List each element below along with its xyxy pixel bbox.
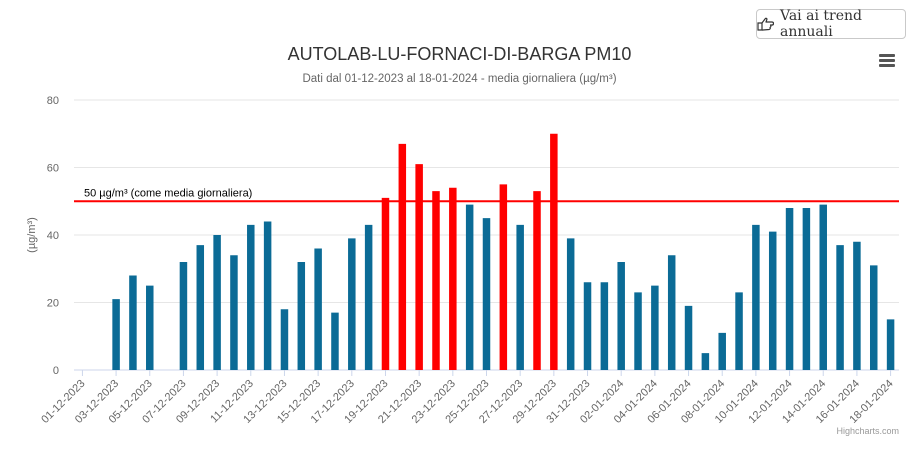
bar-05-12-2023[interactable] — [146, 285, 154, 370]
bar-30-12-2023[interactable] — [566, 238, 575, 370]
bar-12-01-2024[interactable] — [785, 208, 794, 370]
bar-11-12-2023[interactable] — [247, 224, 255, 370]
bar-16-12-2023[interactable] — [331, 312, 339, 370]
bar-21-12-2023[interactable] — [415, 164, 423, 370]
bar-26-12-2023[interactable] — [499, 184, 508, 370]
x-axis-ticks: 01-12-202303-12-202305-12-202307-12-2023… — [39, 370, 896, 426]
bar-18-01-2024[interactable] — [886, 319, 895, 370]
bar-27-12-2023[interactable] — [516, 224, 524, 370]
bar-03-12-2023[interactable] — [112, 299, 120, 370]
bar-23-12-2023[interactable] — [449, 187, 457, 370]
bar-09-01-2024[interactable] — [735, 292, 743, 370]
bar-28-12-2023[interactable] — [533, 191, 541, 370]
bar-22-12-2023[interactable] — [432, 191, 440, 370]
bar-02-01-2024[interactable] — [617, 262, 625, 370]
bar-04-01-2024[interactable] — [651, 285, 659, 370]
chart-title: AUTOLAB-LU-FORNACI-DI-BARGA PM10 — [287, 44, 632, 64]
threshold-group: 50 µg/m³ (come media giornaliera) — [74, 187, 899, 203]
chart-subtitle: Dati dal 01-12-2023 al 18-01-2024 - medi… — [302, 73, 617, 85]
y-tick-label: 20 — [47, 298, 59, 310]
y-axis-ticks: 0 20 40 60 80 — [47, 95, 59, 377]
bar-14-01-2024[interactable] — [819, 204, 827, 370]
bar-25-12-2023[interactable] — [482, 218, 491, 370]
bar-10-01-2024[interactable] — [752, 224, 760, 370]
bar-13-01-2024[interactable] — [802, 208, 811, 370]
bar-24-12-2023[interactable] — [465, 204, 474, 370]
bar-10-12-2023[interactable] — [230, 255, 238, 370]
y-axis-label: (µg/m³) — [26, 217, 38, 253]
credits-link[interactable]: Highcharts.com — [836, 426, 899, 436]
bar-17-12-2023[interactable] — [348, 238, 356, 370]
bar-11-01-2024[interactable] — [768, 231, 777, 370]
annual-trends-button-label: Vai ai trend annuali — [780, 8, 862, 40]
hand-pointing-right-icon — [757, 17, 774, 31]
bar-08-01-2024[interactable] — [718, 332, 726, 370]
bar-06-01-2024[interactable] — [684, 305, 693, 370]
bar-12-12-2023[interactable] — [263, 221, 272, 371]
bar-07-12-2023[interactable] — [179, 262, 188, 370]
bar-20-12-2023[interactable] — [398, 143, 407, 370]
bar-series — [112, 133, 895, 371]
bar-15-12-2023[interactable] — [314, 248, 322, 371]
bar-14-12-2023[interactable] — [297, 262, 306, 370]
y-tick-label: 60 — [47, 163, 59, 175]
bar-08-12-2023[interactable] — [196, 245, 205, 370]
bar-17-01-2024[interactable] — [869, 265, 878, 370]
bar-16-01-2024[interactable] — [853, 241, 861, 370]
bar-09-12-2023[interactable] — [213, 235, 221, 370]
bar-01-01-2024[interactable] — [600, 282, 609, 370]
threshold-label: 50 µg/m³ (come media giornaliera) — [84, 187, 252, 199]
y-tick-label: 0 — [53, 365, 59, 377]
bar-03-01-2024[interactable] — [634, 292, 642, 370]
bar-19-12-2023[interactable] — [381, 197, 390, 370]
bar-18-12-2023[interactable] — [364, 224, 373, 370]
bar-15-01-2024[interactable] — [836, 245, 844, 370]
y-tick-label: 80 — [47, 95, 59, 107]
bar-13-12-2023[interactable] — [280, 309, 289, 370]
bar-05-01-2024[interactable] — [667, 255, 676, 370]
bar-04-12-2023[interactable] — [129, 275, 137, 371]
y-tick-label: 40 — [47, 230, 59, 242]
bar-31-12-2023[interactable] — [583, 282, 592, 370]
bar-29-12-2023[interactable] — [550, 133, 558, 370]
hamburger-menu-icon[interactable] — [876, 52, 898, 70]
bar-07-01-2024[interactable] — [701, 353, 710, 370]
annual-trends-button[interactable]: Vai ai trend annuali — [756, 8, 906, 40]
